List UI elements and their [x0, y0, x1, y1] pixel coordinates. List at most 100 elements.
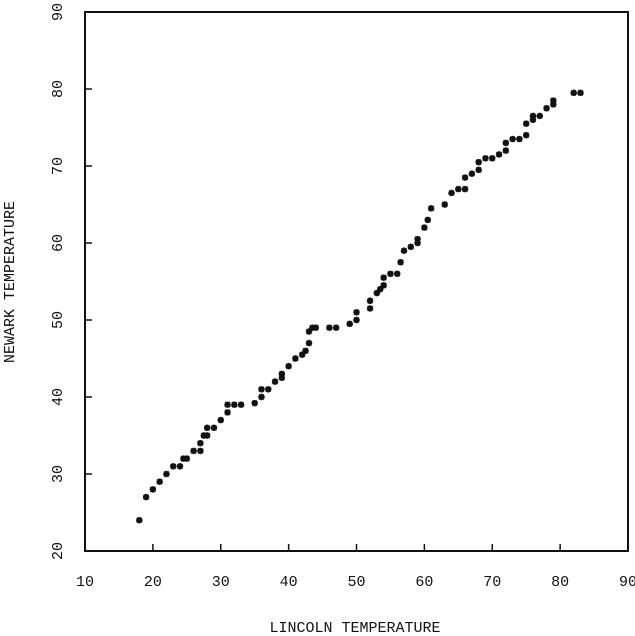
point — [197, 447, 204, 455]
point — [353, 309, 360, 316]
point — [495, 151, 503, 158]
point — [237, 401, 245, 408]
point — [265, 386, 272, 393]
point — [380, 274, 387, 281]
y-tick-label: 30 — [50, 465, 67, 483]
point — [258, 386, 265, 393]
point — [424, 216, 431, 224]
point — [475, 166, 482, 174]
point — [366, 305, 374, 312]
point — [231, 401, 238, 408]
x-tick-label: 80 — [551, 574, 569, 591]
point — [278, 370, 286, 378]
y-tick-label: 40 — [50, 388, 67, 406]
y-axis-label: NEWARK TEMPERATURE — [2, 201, 19, 363]
point — [305, 328, 313, 335]
point — [522, 120, 530, 127]
point — [142, 493, 150, 501]
y-tick-label: 90 — [50, 3, 67, 21]
point — [180, 455, 187, 462]
point — [380, 282, 387, 289]
point — [353, 316, 360, 324]
y-tick-label: 20 — [50, 542, 67, 560]
point — [427, 205, 435, 212]
point — [455, 185, 462, 193]
x-tick-label: 20 — [144, 574, 162, 591]
point — [475, 158, 482, 166]
plot-frame — [84, 11, 629, 552]
point — [387, 270, 394, 277]
x-tick-label: 40 — [280, 574, 298, 591]
point — [550, 97, 557, 104]
point — [468, 170, 476, 177]
point — [570, 89, 577, 97]
point — [278, 374, 286, 381]
point — [461, 185, 469, 193]
point — [577, 89, 584, 97]
point — [203, 424, 211, 431]
point — [400, 247, 408, 254]
y-tick-label: 70 — [50, 157, 67, 175]
point — [224, 401, 231, 408]
point — [543, 105, 550, 112]
point — [461, 174, 469, 181]
point — [421, 224, 428, 231]
y-tick-label: 50 — [50, 311, 67, 329]
point — [448, 189, 455, 197]
point — [149, 486, 157, 493]
x-tick-label: 10 — [76, 574, 94, 591]
point — [407, 243, 414, 251]
point — [377, 286, 384, 293]
point — [414, 239, 421, 247]
point — [176, 463, 184, 470]
point — [366, 297, 374, 304]
x-tick-label: 60 — [415, 574, 433, 591]
x-tick-label: 50 — [347, 574, 365, 591]
x-tick-label: 90 — [619, 574, 635, 591]
x-tick-label: 70 — [483, 574, 501, 591]
point — [190, 447, 197, 455]
point — [292, 355, 299, 362]
point — [258, 393, 265, 401]
point — [203, 432, 211, 439]
point — [502, 139, 510, 147]
point — [271, 378, 279, 385]
point — [197, 440, 204, 447]
x-axis-label: LINCOLN TEMPERATURE — [269, 620, 440, 636]
point — [312, 324, 319, 331]
point — [502, 147, 510, 154]
point — [326, 324, 333, 331]
y-tick-label: 80 — [50, 80, 67, 98]
point — [332, 324, 340, 331]
point — [397, 259, 404, 266]
point — [200, 432, 207, 439]
point — [550, 101, 557, 108]
point — [346, 320, 353, 328]
point — [136, 517, 143, 524]
point — [224, 409, 231, 416]
point — [482, 155, 489, 162]
point — [170, 463, 177, 470]
point — [536, 112, 543, 120]
point — [156, 478, 163, 485]
y-tick-label: 60 — [50, 234, 67, 252]
point — [414, 235, 421, 243]
point — [441, 201, 448, 208]
point — [251, 399, 258, 407]
x-tick-label: 30 — [212, 574, 230, 591]
point — [217, 416, 224, 424]
point — [394, 270, 401, 277]
point — [529, 112, 537, 120]
point — [509, 135, 516, 143]
point — [302, 347, 309, 354]
point — [163, 470, 170, 478]
point — [373, 289, 381, 297]
point — [183, 455, 191, 462]
point — [285, 363, 292, 370]
point — [210, 424, 218, 431]
point — [489, 155, 496, 162]
point — [309, 324, 316, 331]
point — [522, 132, 530, 139]
